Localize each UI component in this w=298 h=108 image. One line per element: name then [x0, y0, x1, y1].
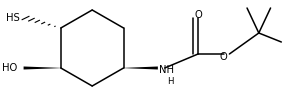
Text: O: O: [220, 52, 227, 62]
Polygon shape: [24, 67, 61, 70]
Text: O: O: [194, 10, 202, 20]
Text: HS: HS: [6, 13, 20, 23]
Polygon shape: [124, 67, 158, 70]
Text: H: H: [167, 78, 173, 87]
Text: HO: HO: [2, 63, 18, 73]
Text: NH: NH: [159, 65, 174, 75]
